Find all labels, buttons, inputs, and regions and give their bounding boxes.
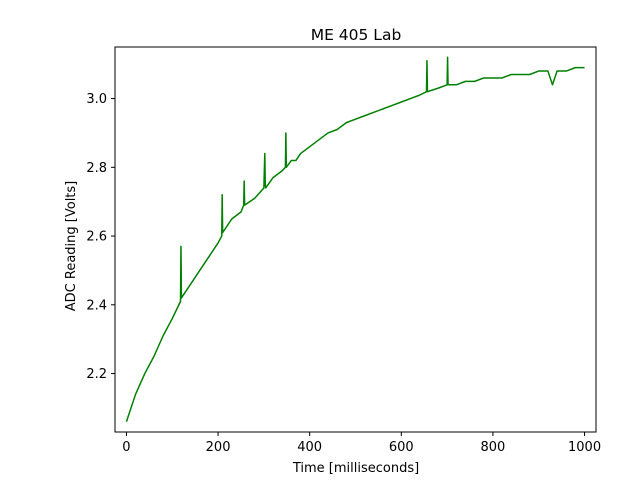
chart-title: ME 405 Lab <box>311 26 402 44</box>
x-tick-label: 200 <box>206 440 231 455</box>
x-tick-label: 1000 <box>568 440 601 455</box>
y-tick-label: 2.8 <box>86 161 107 176</box>
x-axis-label: Time [milliseconds] <box>292 461 419 476</box>
y-axis-ticks: 2.2 2.4 2.6 2.8 3.0 <box>86 92 115 382</box>
x-tick-label: 400 <box>297 440 322 455</box>
axes-frame <box>114 46 597 433</box>
y-tick-label: 3.0 <box>86 92 107 107</box>
plot-area <box>114 46 597 433</box>
x-axis-ticks: 0 200 400 600 800 1000 <box>122 432 601 455</box>
x-tick-label: 600 <box>389 440 414 455</box>
x-tick-label: 0 <box>122 440 130 455</box>
y-axis-label: ADC Reading [Volts] <box>64 181 79 311</box>
x-tick-label: 800 <box>481 440 506 455</box>
y-tick-label: 2.2 <box>86 367 107 382</box>
series-line-0 <box>125 56 585 422</box>
y-tick-label: 2.6 <box>86 230 107 245</box>
y-tick-label: 2.4 <box>86 298 107 313</box>
